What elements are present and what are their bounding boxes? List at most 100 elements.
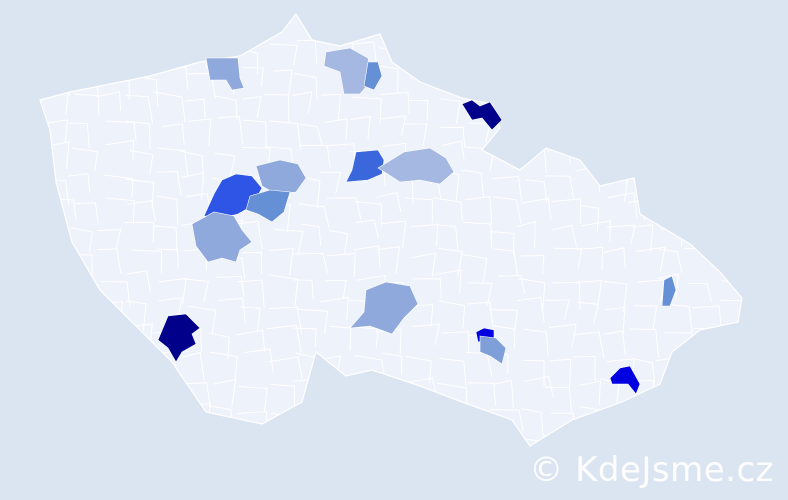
district-border (432, 403, 460, 430)
district-border (462, 221, 493, 249)
district-border (635, 246, 666, 273)
district-border (129, 39, 155, 69)
district-border (716, 253, 742, 274)
district-border (545, 299, 570, 320)
district-border (434, 43, 461, 74)
district-border (439, 98, 461, 124)
district-border (217, 297, 246, 324)
district-prague-east[interactable] (255, 159, 307, 195)
district-north-west[interactable] (205, 57, 245, 91)
district-border (300, 223, 322, 246)
district-border (628, 91, 653, 113)
district-border (40, 328, 63, 355)
district-border (126, 270, 151, 293)
district-border (69, 350, 97, 374)
district-border (180, 278, 209, 303)
district-border (153, 91, 186, 123)
district-border (553, 96, 584, 120)
district-north-liberec-east[interactable] (363, 61, 383, 91)
district-border (161, 123, 185, 145)
district-border (658, 171, 678, 200)
district-border (125, 408, 148, 433)
watermark: © KdeJsme.cz (529, 450, 774, 490)
district-border (293, 279, 314, 299)
district-border (324, 279, 347, 300)
district-border (658, 248, 683, 274)
district-border (684, 150, 707, 173)
district-border (43, 141, 70, 170)
district-border (41, 406, 73, 435)
district-border (405, 197, 433, 223)
district-border (105, 197, 135, 225)
district-border (740, 93, 742, 118)
district-east[interactable] (661, 275, 677, 307)
district-central-south-west[interactable] (191, 211, 253, 263)
district-border (215, 275, 245, 298)
district-border (607, 192, 638, 219)
district-border (185, 98, 206, 118)
district-border (436, 224, 459, 250)
district-border (437, 382, 468, 409)
district-border (264, 94, 290, 123)
district-central-east-b[interactable] (377, 147, 455, 185)
district-central-east-a[interactable] (345, 149, 385, 183)
district-border (187, 118, 212, 147)
district-prague-south[interactable] (245, 189, 291, 223)
district-border (693, 200, 721, 234)
district-border (97, 248, 122, 274)
district-border (131, 249, 163, 274)
district-border (572, 123, 604, 148)
district-border (432, 269, 462, 294)
district-border (520, 197, 552, 221)
district-border (686, 97, 716, 118)
district-border (687, 282, 712, 302)
district-border (637, 144, 665, 174)
district-border (662, 36, 686, 60)
district-border (437, 247, 463, 277)
district-border (124, 430, 153, 446)
district-north-east-naachod[interactable] (461, 99, 503, 131)
district-border (491, 231, 515, 256)
district-north-liberec[interactable] (323, 47, 373, 95)
district-border (405, 426, 428, 446)
district-border (241, 251, 263, 275)
district-border (42, 119, 69, 143)
district-border (129, 149, 154, 175)
district-border (749, 255, 772, 274)
district-border (440, 127, 466, 148)
district-border (351, 405, 383, 431)
district-border (156, 248, 179, 269)
district-border (517, 296, 545, 323)
district-border (209, 332, 230, 360)
district-south-east[interactable] (609, 365, 641, 395)
district-border (579, 72, 602, 100)
district-border (410, 304, 434, 328)
district-border (73, 93, 100, 115)
district-border (327, 379, 351, 407)
district-border (463, 67, 491, 93)
district-border (439, 357, 467, 387)
district-south-west[interactable] (157, 313, 201, 363)
district-border (572, 39, 602, 64)
district-border (270, 43, 298, 66)
district-border (324, 118, 348, 140)
district-border (604, 39, 627, 63)
district-brno[interactable] (479, 335, 507, 365)
district-border (380, 386, 408, 415)
district-border (241, 146, 271, 168)
district-border (607, 120, 635, 146)
district-border (685, 384, 711, 407)
district-border (717, 411, 742, 444)
district-border (467, 282, 493, 306)
district-border (44, 69, 70, 97)
district-border (550, 358, 572, 387)
district-border (748, 354, 773, 382)
district-border (101, 376, 128, 400)
district-border (604, 306, 626, 334)
district-border (326, 197, 362, 220)
district-border (412, 323, 441, 346)
district-border (68, 122, 90, 149)
district-vysocina[interactable] (349, 281, 419, 335)
district-border (405, 377, 438, 399)
